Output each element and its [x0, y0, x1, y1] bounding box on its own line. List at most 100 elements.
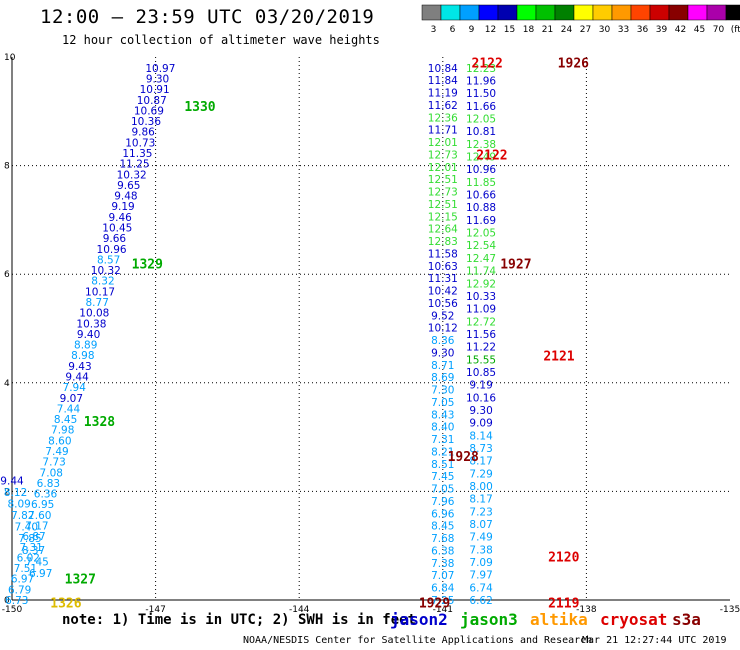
x-tick-label: -147 — [145, 605, 165, 615]
pass-time-label: 2120 — [548, 551, 579, 566]
wave-height-label: 9.09 — [469, 418, 492, 430]
colorbar-swatch — [535, 4, 556, 21]
colorbar-label: 24 — [561, 25, 573, 35]
pass-time-label: 2122 — [472, 56, 503, 71]
colorbar-swatch — [687, 4, 708, 21]
y-tick-label: 8 — [4, 162, 10, 172]
wave-height-label: 10.32 — [117, 169, 147, 181]
colorbar-label: 6 — [450, 25, 456, 35]
wave-height-label: 12.01 — [428, 137, 458, 149]
wave-height-label: 10.97 — [145, 63, 175, 75]
wave-height-label: 11.74 — [466, 266, 496, 278]
wave-height-label: 10.66 — [466, 190, 496, 202]
wave-height-label: 6.74 — [469, 582, 493, 594]
wave-height-label: 8.21 — [431, 446, 454, 458]
wave-height-label: 10.63 — [428, 261, 458, 273]
wave-height-label: 7.07 — [431, 570, 454, 582]
wave-height-label: 12.05 — [466, 114, 496, 126]
wave-height-label: 11.19 — [428, 88, 458, 100]
pass-time-label: 1328 — [84, 415, 115, 430]
wave-height-label: 6.83 — [37, 478, 60, 490]
wave-height-label: 8.09 — [7, 499, 30, 511]
pass-time-label: 1928 — [448, 450, 479, 465]
wave-height-label: 7.17 — [25, 521, 48, 533]
wave-height-label: 6.96 — [431, 508, 455, 520]
chart-subtitle: 12 hour collection of altimeter wave hei… — [62, 33, 380, 47]
wave-height-label: 9.19 — [111, 201, 134, 213]
wave-height-label: 8.98 — [71, 350, 94, 362]
wave-height-label: 7.51 — [14, 563, 37, 575]
wave-height-label: 7.31 — [19, 542, 42, 554]
x-tick-label: -144 — [289, 605, 310, 615]
wave-height-label: 9.65 — [117, 180, 140, 192]
pass-time-label: 1330 — [184, 100, 215, 115]
y-tick-label: 10 — [4, 53, 16, 63]
wave-height-label: 10.32 — [91, 265, 121, 277]
wave-height-label: 9.30 — [431, 347, 454, 359]
wave-height-label: 11.71 — [428, 125, 458, 137]
colorbar-label: 33 — [618, 25, 629, 35]
wave-height-label: 6.97 — [29, 568, 52, 580]
wave-height-label: 10.88 — [466, 202, 496, 214]
wave-height-label: 11.25 — [120, 159, 150, 171]
wave-height-label: 8.89 — [74, 340, 97, 352]
wave-height-label: 9.48 — [114, 191, 137, 203]
wave-height-label: 10.85 — [466, 367, 496, 379]
wave-height-label: 11.84 — [428, 75, 458, 87]
legend-jason3: jason3 — [460, 610, 518, 629]
wave-height-label: 11.66 — [466, 101, 496, 113]
wave-height-label: 9.66 — [103, 233, 127, 245]
wave-height-label: 11.09 — [466, 304, 496, 316]
wave-height-label: 10.45 — [102, 223, 132, 235]
colorbar-label: 27 — [580, 25, 591, 35]
wave-height-label: 7.05 — [431, 397, 454, 409]
wave-height-label: 6.79 — [8, 584, 31, 596]
wave-height-label: 8.69 — [431, 372, 454, 384]
colorbar-swatch — [668, 4, 689, 21]
wave-height-label: 7.08 — [40, 467, 63, 479]
wave-height-label: 7.40 — [15, 522, 38, 534]
wave-height-label: 6.95 — [31, 499, 54, 511]
pass-time-label: 2121 — [543, 350, 574, 365]
wave-height-label: 6.84 — [431, 583, 455, 595]
wave-height-label: 10.69 — [134, 105, 164, 117]
legend-jason2: jason2 — [390, 610, 448, 629]
pass-time-label: 1326 — [50, 597, 81, 612]
wave-height-label: 7.30 — [431, 385, 454, 397]
wave-height-label: 11.58 — [428, 248, 458, 260]
wave-height-label: 11.22 — [466, 342, 496, 354]
wave-height-label: 12.23 — [466, 63, 496, 75]
wave-height-label: 7.25 — [431, 595, 454, 607]
colorbar-swatch — [725, 4, 740, 21]
wave-height-label: 7.60 — [28, 510, 51, 522]
colorbar-swatch — [497, 4, 518, 21]
wave-height-label: 9.43 — [68, 361, 91, 373]
wave-height-label: 8.60 — [48, 435, 71, 447]
wave-height-label: 10.12 — [428, 323, 458, 335]
wave-height-label: 8.57 — [97, 254, 120, 266]
wave-height-label: 7.44 — [57, 403, 81, 415]
legend-cryosat: cryosat — [600, 610, 668, 629]
wave-height-label: 8.40 — [431, 422, 454, 434]
colorbar-swatch — [478, 4, 499, 21]
wave-height-label: 8.17 — [469, 456, 492, 468]
colorbar-label: 18 — [523, 25, 535, 35]
colorbar-swatch — [611, 4, 632, 21]
x-tick-label: -141 — [433, 605, 453, 615]
wave-height-label: 12.38 — [466, 139, 496, 151]
wave-height-label: 12.01 — [428, 162, 458, 174]
wave-height-label: 11.96 — [466, 76, 496, 88]
chart-title: 12:00 – 23:59 UTC 03/20/2019 — [40, 6, 375, 28]
colorbar-label: 9 — [469, 25, 475, 35]
wave-height-label: 10.08 — [79, 308, 109, 320]
colorbar-label: 30 — [599, 25, 611, 35]
wave-height-label: 8.51 — [431, 459, 454, 471]
wave-height-label: 12.47 — [466, 253, 496, 265]
colorbar-swatch — [516, 4, 537, 21]
wave-height-label: 7.29 — [469, 468, 492, 480]
wave-height-label: 12.51 — [428, 174, 458, 186]
wave-height-label: 7.96 — [431, 496, 455, 508]
wave-height-label: 8.36 — [431, 335, 455, 347]
wave-height-label: 12.51 — [428, 199, 458, 211]
